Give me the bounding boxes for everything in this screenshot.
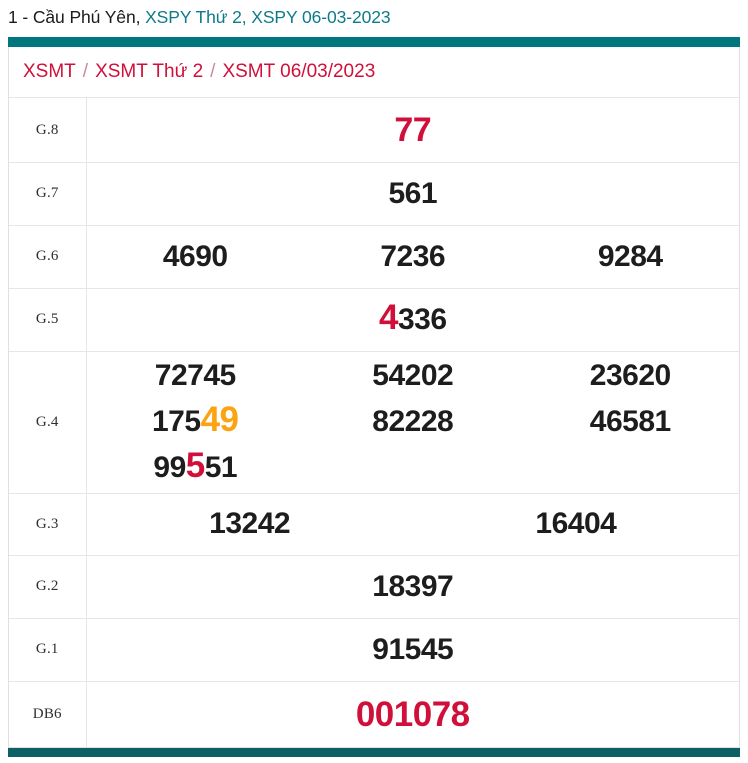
result-number: 16404 (535, 507, 617, 541)
result-number: 4690 (162, 239, 228, 273)
result-number: 7236 (380, 239, 446, 273)
result-number: 17549 (87, 402, 305, 439)
result-number: 91545 (372, 632, 454, 666)
prize-label-g7: G.7 (9, 162, 87, 226)
breadcrumb-item-xsmt-thu-2[interactable]: XSMT Thứ 2 (95, 60, 204, 82)
page-title-prefix: 1 - Cầu Phú Yên, (8, 7, 146, 27)
result-number: 561 (388, 176, 438, 210)
value-line: 18397 (87, 570, 740, 604)
digit-group: 336 (397, 302, 447, 336)
prize-values-cell: 561 (86, 162, 739, 225)
breadcrumb-separator: / (210, 60, 216, 82)
prize-label-g5: G.5 (9, 288, 87, 352)
result-number: 9284 (597, 239, 663, 273)
result-number: 46581 (589, 405, 671, 439)
value-line: 99551 (87, 446, 740, 490)
breadcrumb: XSMT / XSMT Thứ 2 / XSMT 06/03/2023 (9, 47, 739, 99)
prize-values-cell: 4336 (86, 288, 739, 351)
result-number: 13242 (209, 507, 291, 541)
prize-values-cell: 72745 54202 23620 17549 82228 46581 99551 (86, 351, 739, 493)
prize-label-g1: G.1 (9, 618, 87, 682)
prize-values-cell: 91545 (86, 618, 739, 681)
highlighted-digits: 4 (378, 297, 398, 337)
result-number: 77 (394, 110, 432, 149)
result-number: 001078 (355, 694, 470, 734)
table-row: G.4 72745 54202 23620 17549 82228 46581 99551 (9, 351, 739, 494)
prize-values-cell: 4690 7236 9284 (86, 225, 739, 288)
highlighted-digits: 49 (200, 400, 239, 440)
value-line: 77 (87, 111, 740, 150)
value-line: 561 (87, 177, 740, 211)
breadcrumb-item-xsmt-date[interactable]: XSMT 06/03/2023 (222, 60, 376, 82)
page-title-link[interactable]: XSPY Thứ 2, XSPY 06-03-2023 (145, 7, 391, 27)
teal-divider-bottom (8, 748, 740, 758)
result-number: 99551 (87, 448, 305, 485)
prize-values-cell: 77 (86, 98, 739, 162)
teal-divider-top (8, 36, 740, 47)
value-line: 72745 54202 23620 (87, 354, 740, 398)
breadcrumb-item-xsmt[interactable]: XSMT (23, 60, 76, 82)
prize-values-cell: 13242 16404 (86, 493, 739, 555)
prize-values-cell: 001078 (86, 681, 739, 747)
prize-label-db6: DB6 (9, 681, 87, 748)
digit-group: 175 (152, 405, 201, 439)
highlighted-digits: 5 (185, 446, 205, 486)
results-card: XSMT / XSMT Thứ 2 / XSMT 06/03/2023 G.8 77 G.7… (8, 46, 740, 749)
result-number: 54202 (372, 359, 454, 393)
value-line: 4690 7236 9284 (87, 240, 740, 274)
digit-group: 51 (204, 451, 238, 485)
prize-label-g4: G.4 (9, 351, 87, 494)
prize-values-cell: 18397 (86, 555, 739, 618)
table-row: DB6 001078 (9, 681, 739, 748)
prize-label-g8: G.8 (9, 98, 87, 163)
value-line: 001078 (87, 695, 740, 735)
page-title: 1 - Cầu Phú Yên, XSPY Thứ 2, XSPY 06-03-… (0, 0, 748, 30)
result-number: 23620 (589, 359, 671, 393)
table-row: G.5 4336 (9, 288, 739, 352)
lottery-results-table: G.8 77 G.7 561 G.6 4690 7236 9284 G.5 4336 G.4 7274… (9, 98, 739, 748)
table-row: G.7 561 (9, 162, 739, 226)
prize-label-g6: G.6 (9, 225, 87, 289)
result-number: 4336 (304, 300, 522, 337)
prize-label-g3: G.3 (9, 493, 87, 556)
breadcrumb-separator: / (82, 60, 89, 82)
result-number: 72745 (154, 359, 236, 393)
digit-group: 99 (153, 451, 186, 485)
table-row: G.8 77 (9, 98, 739, 163)
table-row: G.2 18397 (9, 555, 739, 619)
table-row: G.6 4690 7236 9284 (9, 225, 739, 289)
value-line: 91545 (87, 633, 740, 667)
value-line: 13242 16404 (87, 507, 740, 541)
value-line: 17549 82228 46581 (87, 400, 740, 444)
result-number: 18397 (372, 569, 454, 603)
value-line: 4336 (87, 300, 740, 337)
prize-label-g2: G.2 (9, 555, 87, 619)
result-number: 82228 (372, 405, 454, 439)
table-row: G.3 13242 16404 (9, 493, 739, 556)
table-row: G.1 91545 (9, 618, 739, 682)
